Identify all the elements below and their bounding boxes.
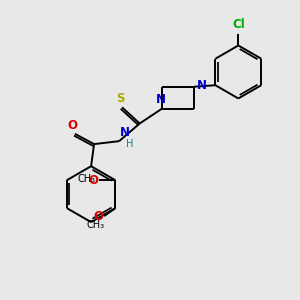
Text: O: O [68,119,78,132]
Text: S: S [116,92,125,105]
Text: CH₃: CH₃ [77,174,95,184]
Text: O: O [94,211,103,224]
Text: N: N [197,79,207,92]
Text: H: H [126,139,134,148]
Text: N: N [156,93,166,106]
Text: O: O [88,174,98,187]
Text: N: N [120,126,130,140]
Text: CH₃: CH₃ [86,220,104,230]
Text: Cl: Cl [232,18,245,31]
